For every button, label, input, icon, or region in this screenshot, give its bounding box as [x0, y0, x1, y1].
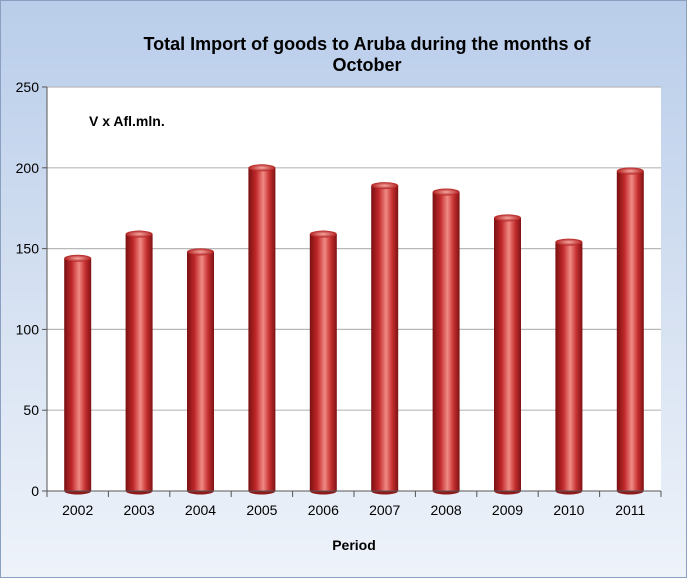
bar-2005 — [248, 164, 276, 495]
bar-top — [494, 214, 521, 222]
y-tick-label: 100 — [16, 321, 40, 337]
y-axis-label: V x Afl.mln. — [89, 113, 165, 129]
chart-title-line-2: October — [332, 55, 401, 75]
bar-body — [494, 217, 521, 491]
bar-top — [309, 230, 337, 238]
bar-top — [616, 167, 644, 175]
bar-2006 — [309, 230, 337, 495]
y-tick-label: 250 — [16, 79, 40, 95]
y-tick-label: 50 — [23, 402, 39, 418]
y-tick-label: 200 — [16, 160, 40, 176]
x-tick-label: 2004 — [185, 502, 216, 518]
y-tick-label: 150 — [16, 241, 40, 257]
x-tick-label: 2003 — [124, 502, 155, 518]
bar-body — [187, 251, 214, 491]
bar-2002 — [64, 254, 92, 495]
bar-top — [248, 164, 276, 172]
bar-top — [371, 182, 399, 190]
x-tick-label: 2009 — [492, 502, 523, 518]
bar-body — [616, 171, 644, 492]
chart-title-line-1: Total Import of goods to Aruba during th… — [144, 34, 592, 54]
y-ticks: 0 50 100 150 200 250 — [16, 79, 47, 499]
x-tick-label: 2010 — [553, 502, 584, 518]
bars — [64, 164, 644, 495]
x-tick-label: 2005 — [246, 502, 277, 518]
x-ticks: 2002 2003 2004 2005 2006 2007 2008 2009 2010 2011 — [46, 491, 662, 518]
bar-top — [64, 254, 92, 262]
bar-body — [64, 258, 92, 491]
bar-body — [125, 234, 153, 491]
x-tick-label: 2002 — [62, 502, 93, 518]
bar-2010 — [555, 238, 583, 495]
bar-body — [248, 167, 276, 492]
bar-2008 — [432, 188, 460, 495]
bar-top — [432, 188, 460, 196]
bar-top — [187, 248, 214, 256]
bar-2007 — [371, 182, 399, 495]
bar-body — [432, 192, 460, 492]
bar-body — [371, 185, 399, 492]
bar-2003 — [125, 230, 153, 495]
bar-body — [309, 234, 337, 491]
y-tick-label: 0 — [31, 483, 39, 499]
bar-2004 — [187, 248, 214, 495]
bar-2009 — [494, 214, 521, 495]
x-tick-label: 2006 — [308, 502, 339, 518]
bar-2011 — [616, 167, 644, 495]
x-tick-label: 2007 — [369, 502, 400, 518]
bar-top — [555, 238, 583, 246]
x-tick-label: 2011 — [615, 502, 645, 518]
x-axis-label: Period — [332, 537, 376, 553]
bar-body — [555, 242, 583, 491]
bar-top — [125, 230, 153, 238]
x-tick-label: 2008 — [431, 502, 462, 518]
